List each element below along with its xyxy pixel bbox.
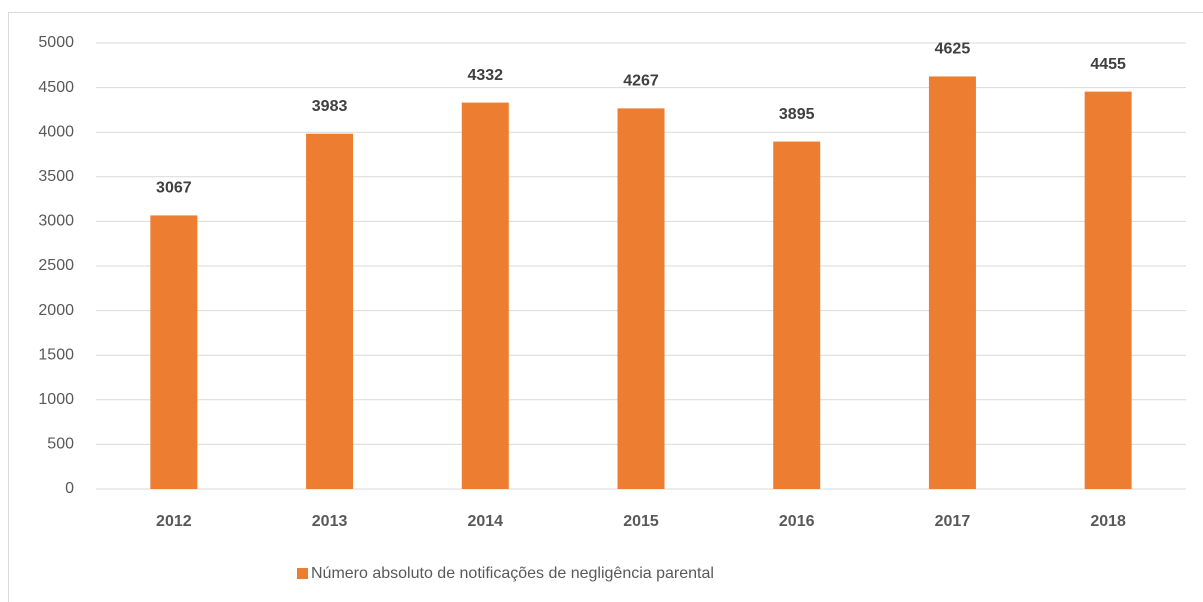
data-label: 3895 bbox=[779, 106, 815, 123]
y-tick-label: 2000 bbox=[38, 302, 74, 319]
x-tick-label: 2012 bbox=[156, 513, 192, 530]
data-label: 3983 bbox=[312, 98, 348, 115]
data-label: 3067 bbox=[156, 180, 192, 197]
y-tick-label: 2500 bbox=[38, 257, 74, 274]
data-label: 4455 bbox=[1090, 56, 1126, 73]
y-tick-label: 3500 bbox=[38, 168, 74, 185]
bar bbox=[306, 133, 354, 489]
y-tick-label: 1000 bbox=[38, 391, 74, 408]
x-tick-label: 2017 bbox=[935, 513, 971, 530]
x-tick-label: 2016 bbox=[779, 513, 815, 530]
chart-frame bbox=[8, 12, 1203, 602]
x-tick-label: 2018 bbox=[1090, 513, 1126, 530]
data-label: 4332 bbox=[467, 67, 503, 84]
y-tick-label: 5000 bbox=[38, 34, 74, 51]
bar bbox=[150, 215, 198, 490]
x-tick-label: 2015 bbox=[623, 513, 659, 530]
bar bbox=[773, 141, 821, 490]
bar bbox=[928, 76, 976, 489]
bar bbox=[617, 108, 665, 489]
y-tick-label: 3000 bbox=[38, 213, 74, 230]
x-tick-label: 2013 bbox=[312, 513, 348, 530]
y-tick-label: 1500 bbox=[38, 346, 74, 363]
x-tick-label: 2014 bbox=[467, 513, 503, 530]
y-tick-label: 4500 bbox=[38, 79, 74, 96]
bar bbox=[461, 102, 509, 489]
legend-swatch bbox=[297, 568, 308, 579]
data-label: 4267 bbox=[623, 73, 659, 90]
data-label: 4625 bbox=[935, 41, 971, 58]
y-tick-label: 500 bbox=[47, 436, 74, 453]
legend-label: Número absoluto de notificações de negli… bbox=[311, 565, 714, 582]
y-tick-label: 4000 bbox=[38, 123, 74, 140]
bar bbox=[1084, 91, 1132, 489]
y-tick-label: 0 bbox=[65, 480, 74, 497]
